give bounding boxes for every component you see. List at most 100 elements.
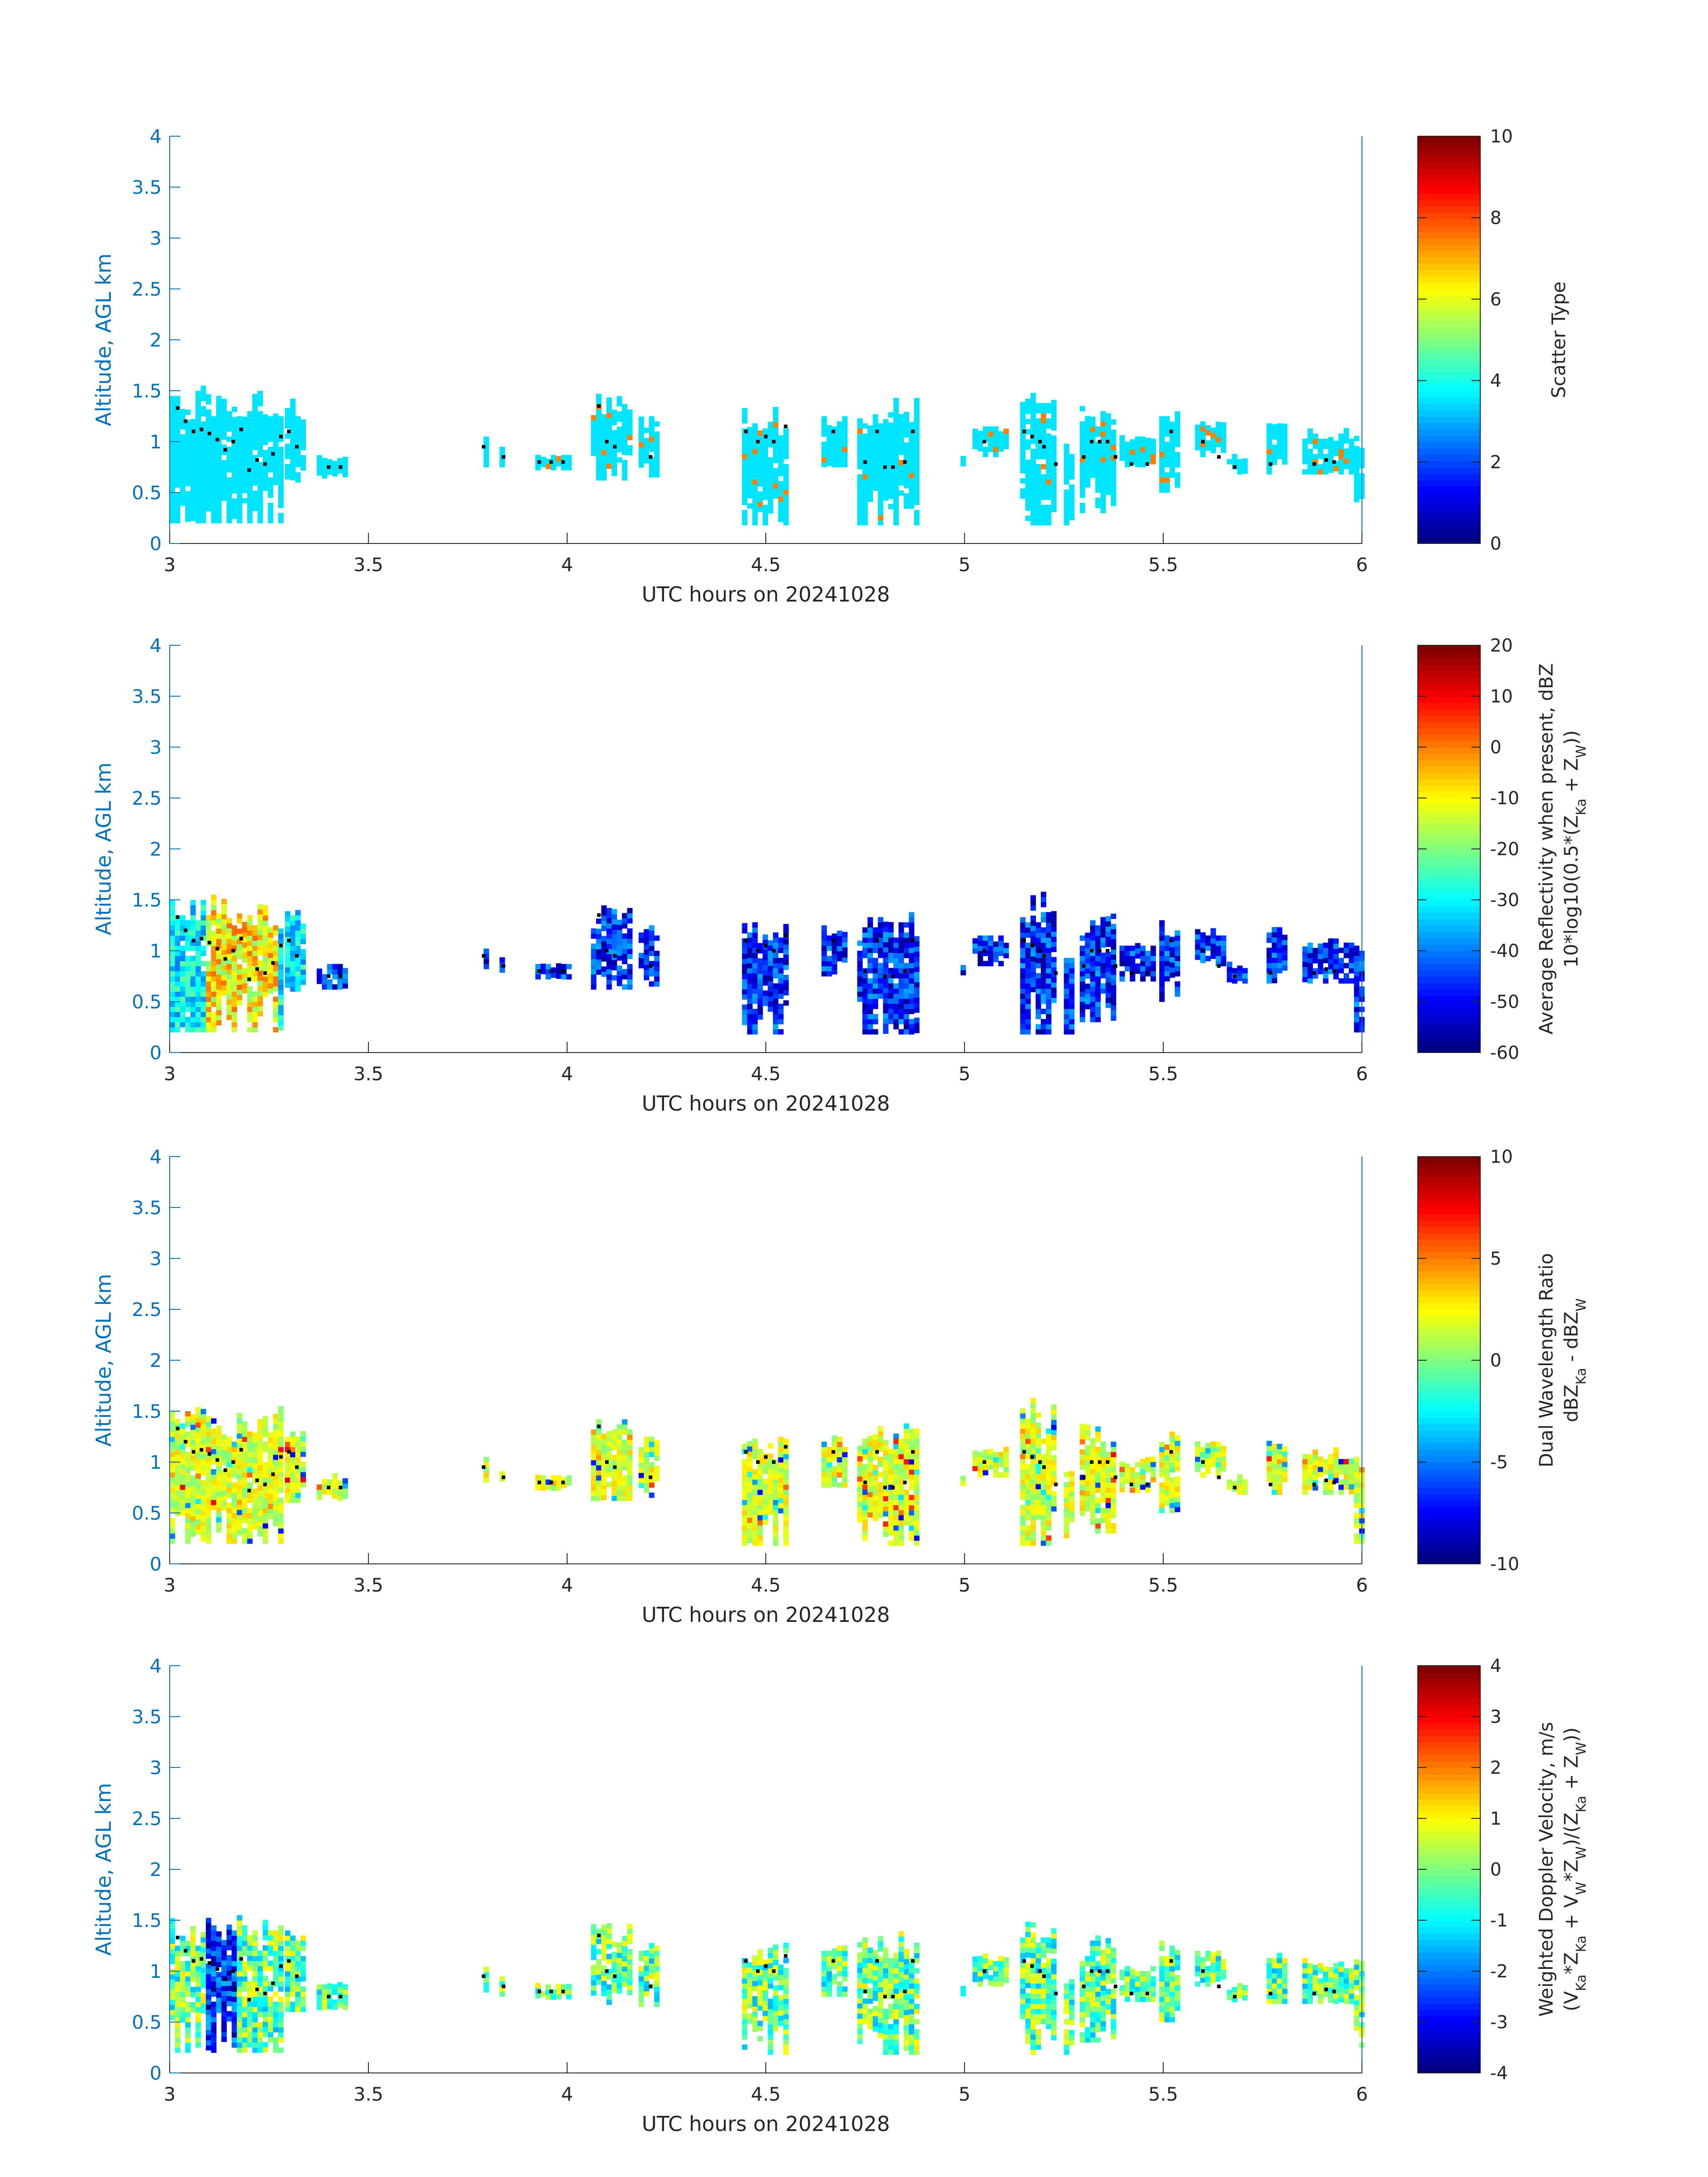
heatmap-cell (257, 1505, 263, 1511)
heatmap-cell (1040, 423, 1047, 429)
heatmap-cell (773, 973, 779, 979)
heatmap-cell (1344, 453, 1349, 459)
heatmap-cell (909, 483, 915, 489)
heatmap-cell (170, 1528, 175, 1534)
heatmap-cell (170, 421, 175, 427)
heatmap-cell (175, 436, 180, 442)
heatmap-cell (216, 1450, 222, 1456)
heatmap-cell (247, 436, 253, 442)
heatmap-cell (622, 475, 627, 481)
heatmap-cell (742, 964, 748, 969)
heatmap-cell (909, 1439, 915, 1444)
heatmap-cell (195, 1508, 201, 1514)
heatmap-cell (1090, 940, 1096, 946)
heatmap-cell (1040, 932, 1047, 938)
heatmap-cell (295, 920, 301, 926)
heatmap-cell (873, 1029, 878, 1035)
heatmap-cell (267, 436, 273, 442)
heatmap-cell (1210, 438, 1216, 443)
colorbar-swatch (1418, 944, 1480, 951)
heatmap-cell (1036, 418, 1041, 424)
heatmap-cell (1174, 426, 1180, 432)
heatmap-cell (742, 515, 748, 521)
heatmap-cell (867, 917, 873, 923)
heatmap-cell (1030, 515, 1036, 521)
heatmap-cell (216, 502, 222, 508)
heatmap-cell (972, 443, 978, 449)
heatmap-cell (893, 968, 899, 974)
heatmap-cell (1159, 935, 1165, 941)
heatmap-cell (883, 1440, 889, 1446)
heatmap-cell (247, 502, 253, 508)
heatmap-cell (643, 949, 649, 955)
heatmap-cell (783, 1474, 789, 1480)
colorbar-swatch (1418, 976, 1480, 983)
heatmap-cell (300, 439, 306, 445)
heatmap-cell (622, 918, 627, 923)
heatmap-cell (888, 953, 894, 958)
heatmap-cell (231, 463, 237, 468)
heatmap-cell (221, 1500, 227, 1506)
heatmap-cell (903, 468, 909, 473)
cloud-base-point (247, 977, 251, 981)
heatmap-cell (195, 396, 201, 401)
heatmap-cell (893, 433, 899, 439)
heatmap-cell (1051, 476, 1057, 482)
heatmap-cell (180, 966, 186, 972)
heatmap-cell (285, 911, 291, 917)
heatmap-cell (278, 954, 284, 960)
heatmap-cell (888, 504, 894, 510)
heatmap-cell (170, 1446, 175, 1452)
heatmap-cell (195, 436, 201, 442)
heatmap-cell (611, 409, 617, 415)
heatmap-cell (195, 497, 201, 503)
heatmap-cell (1302, 469, 1308, 475)
heatmap-cell (1307, 459, 1313, 464)
heatmap-cell (1085, 467, 1090, 472)
heatmap-cell (977, 956, 983, 961)
heatmap-cell (216, 933, 222, 939)
heatmap-cell (773, 1009, 779, 1014)
heatmap-cell (221, 949, 227, 955)
heatmap-cell (1210, 943, 1216, 949)
heatmap-cell (883, 1496, 889, 1501)
heatmap-cell (257, 472, 263, 478)
heatmap-cell (231, 1508, 237, 1513)
heatmap-cell (237, 994, 242, 1000)
heatmap-cell (972, 938, 978, 944)
heatmap-cell (842, 442, 848, 447)
heatmap-cell (1095, 462, 1101, 468)
heatmap-cell (768, 950, 773, 956)
colorbar-swatch (1418, 282, 1480, 289)
colorbar-swatch (1418, 842, 1480, 849)
heatmap-cell (1318, 449, 1324, 454)
heatmap-cell (1030, 418, 1036, 424)
heatmap-cell (180, 444, 186, 450)
heatmap-cell (591, 953, 597, 959)
heatmap-cell (263, 966, 268, 972)
heatmap-cell (190, 444, 196, 450)
heatmap-cell (827, 945, 832, 951)
heatmap-cell (1030, 905, 1036, 911)
heatmap-cell (1164, 447, 1170, 452)
heatmap-cell (783, 1469, 789, 1475)
heatmap-cell (180, 1428, 186, 1434)
heatmap-cell (1020, 468, 1026, 473)
heatmap-cell (888, 427, 894, 433)
heatmap-cell (247, 951, 253, 956)
heatmap-cell (211, 971, 217, 977)
heatmap-cell (893, 993, 899, 999)
heatmap-cell (561, 455, 567, 460)
heatmap-cell (837, 1437, 843, 1442)
cloud-base-point (208, 431, 211, 435)
cloud-base-point (613, 954, 617, 958)
cloud-base-point (1312, 971, 1316, 975)
heatmap-cell (180, 935, 186, 941)
heatmap-cell (180, 976, 186, 982)
heatmap-cell (914, 1479, 920, 1485)
colorbar-swatch (1418, 429, 1480, 436)
colorbar-swatch (1418, 505, 1480, 512)
heatmap-cell (883, 1506, 889, 1512)
